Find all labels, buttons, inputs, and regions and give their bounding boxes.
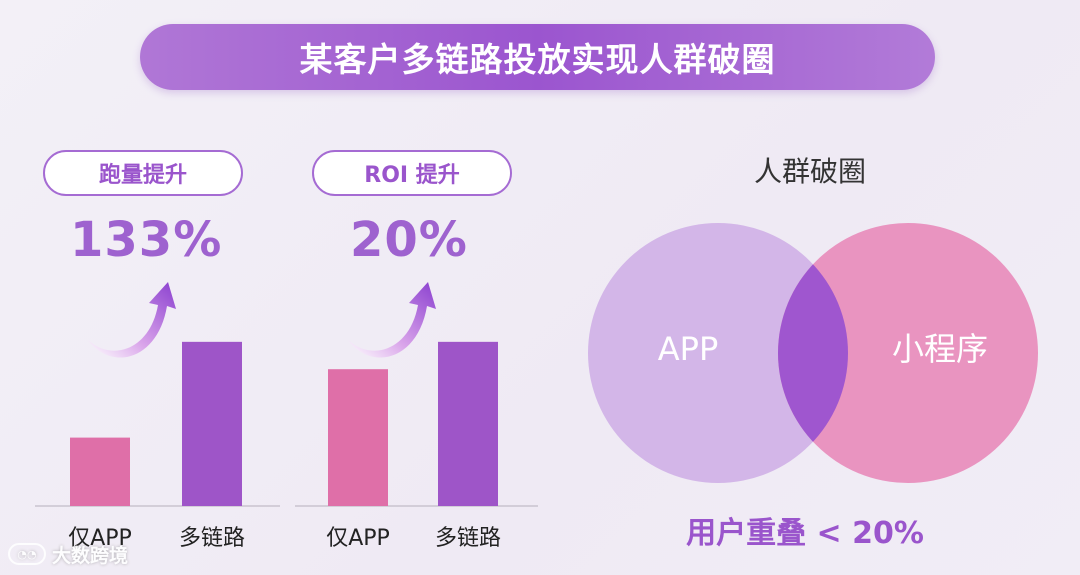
growth-arrow-icon xyxy=(88,282,176,358)
bar-1-multi-link xyxy=(182,341,242,506)
bar-1-app-only xyxy=(70,437,130,506)
bar-label-1-1: 仅APP xyxy=(68,526,132,551)
venn-overlap xyxy=(778,223,848,483)
bar-2-app-only xyxy=(328,369,388,506)
venn-title: 人群破圈 xyxy=(753,155,866,188)
metric-label-volume: 跑量提升 xyxy=(98,163,187,188)
metric-value-volume: 133% xyxy=(70,212,223,268)
metric-badge-volume: 跑量提升 xyxy=(43,150,243,196)
brand-logo-icon: ◔◔ xyxy=(8,543,46,565)
venn-label-app: APP xyxy=(658,330,718,368)
bar-charts: 仅APP 多链路 仅APP 多链路 xyxy=(35,282,538,551)
bar-label-2-2: 多链路 xyxy=(435,526,501,551)
metric-label-roi: ROI 提升 xyxy=(364,163,460,188)
venn-circle-miniprogram xyxy=(778,223,1038,483)
bar-2-multi-link xyxy=(438,341,498,506)
growth-arrow-icon xyxy=(348,282,436,358)
bar-label-1-2: 多链路 xyxy=(179,526,245,551)
metric-badge-roi: ROI 提升 xyxy=(312,150,512,196)
venn-circle-app xyxy=(588,223,848,483)
watermark-text: 大数跨境 xyxy=(52,544,129,567)
bar-label-2-1: 仅APP xyxy=(326,526,390,551)
venn-label-miniprogram: 小程序 xyxy=(892,330,988,368)
metric-value-roi: 20% xyxy=(350,212,468,268)
watermark: ◔◔ 大数跨境 xyxy=(8,540,128,568)
overlap-note: 用户重叠 < 20% xyxy=(686,516,924,551)
title-banner: 某客户多链路投放实现人群破圈 xyxy=(140,24,935,90)
page-title: 某客户多链路投放实现人群破圈 xyxy=(299,40,776,79)
